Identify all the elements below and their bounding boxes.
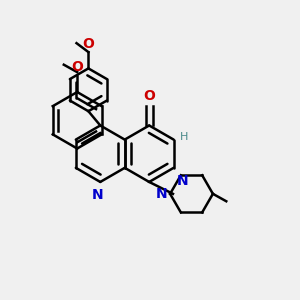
Text: N: N — [155, 187, 167, 201]
Text: O: O — [143, 89, 155, 103]
Text: N: N — [177, 174, 188, 188]
Text: O: O — [71, 60, 83, 74]
Text: H: H — [180, 132, 188, 142]
Text: O: O — [82, 37, 94, 51]
Text: N: N — [92, 188, 103, 202]
